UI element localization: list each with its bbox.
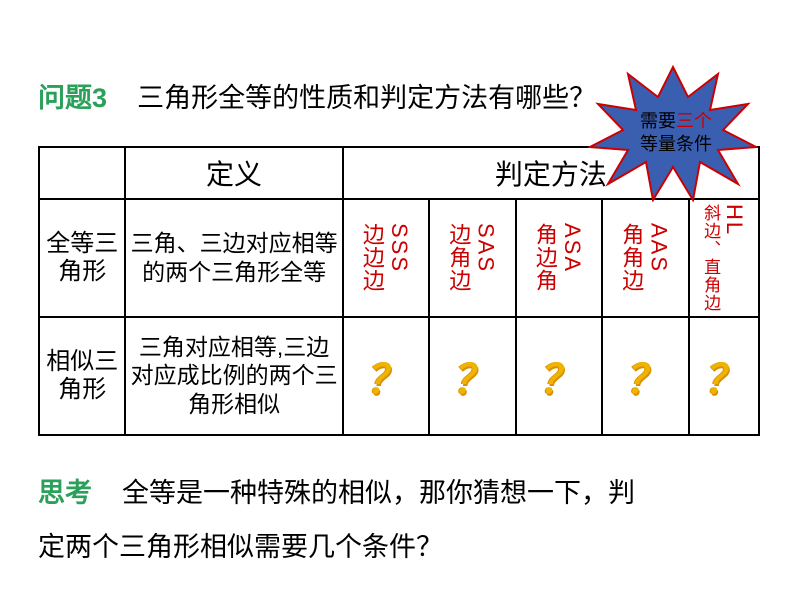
think-text-1: 全等是一种特殊的相似，那你猜想一下，判 <box>122 478 635 508</box>
method-en: HL <box>723 204 746 236</box>
think-section: 思考 全等是一种特殊的相似，那你猜想一下，判 定两个三角形相似需要几个条件？ <box>38 466 756 574</box>
question-mark-icon: ？ <box>539 358 579 402</box>
question-text: 三角形全等的性质和判定方法有哪些？ <box>137 83 596 113</box>
table-header-row: 定义 判定方法 <box>39 147 759 199</box>
comparison-table: 定义 判定方法 全等三角形 三角、三边对应相等的两个三角形全等 边边边 SSS … <box>38 146 760 436</box>
method-cjk: 角角边 <box>620 223 643 292</box>
table-row: 全等三角形 三角、三边对应相等的两个三角形全等 边边边 SSS 边角边 SAS … <box>39 199 759 317</box>
method-en: ASA <box>561 223 584 273</box>
row-label-similar: 相似三角形 <box>39 317 125 435</box>
question-line: 问题3 三角形全等的性质和判定方法有哪些？ <box>38 80 756 118</box>
method-cjk: 边角边 <box>447 223 470 292</box>
question-mark-icon: ？ <box>625 358 665 402</box>
question-mark-icon: ？ <box>704 358 744 402</box>
method-hl: 斜边、直角边 HL <box>689 199 759 317</box>
question-mark-icon: ？ <box>452 358 492 402</box>
method-aas: 角角边 AAS <box>602 199 688 317</box>
method-en: SAS <box>474 223 497 273</box>
method-unknown: ？ <box>429 317 515 435</box>
method-unknown: ？ <box>343 317 429 435</box>
table-row: 相似三角形 三角对应相等,三边对应成比例的两个三角形相似 ？ ？ ？ ？ ？ <box>39 317 759 435</box>
method-en: AAS <box>647 223 670 273</box>
method-unknown: ？ <box>602 317 688 435</box>
method-cjk: 斜边、直角边 <box>701 204 719 312</box>
think-label: 思考 <box>38 478 92 508</box>
row-def-similar: 三角对应相等,三边对应成比例的两个三角形相似 <box>125 317 342 435</box>
header-methods: 判定方法 <box>343 147 759 199</box>
method-en: SSS <box>388 223 411 273</box>
header-definition: 定义 <box>125 147 342 199</box>
row-def-congruent: 三角、三边对应相等的两个三角形全等 <box>125 199 342 317</box>
think-text-2: 定两个三角形相似需要几个条件？ <box>38 532 443 562</box>
method-unknown: ？ <box>516 317 602 435</box>
method-sas: 边角边 SAS <box>429 199 515 317</box>
method-cjk: 角边角 <box>534 223 557 292</box>
question-label: 问题3 <box>38 83 107 113</box>
header-blank <box>39 147 125 199</box>
method-cjk: 边边边 <box>361 223 384 292</box>
question-mark-icon: ？ <box>366 358 406 402</box>
method-unknown: ？ <box>689 317 759 435</box>
row-label-congruent: 全等三角形 <box>39 199 125 317</box>
method-asa: 角边角 ASA <box>516 199 602 317</box>
method-sss: 边边边 SSS <box>343 199 429 317</box>
